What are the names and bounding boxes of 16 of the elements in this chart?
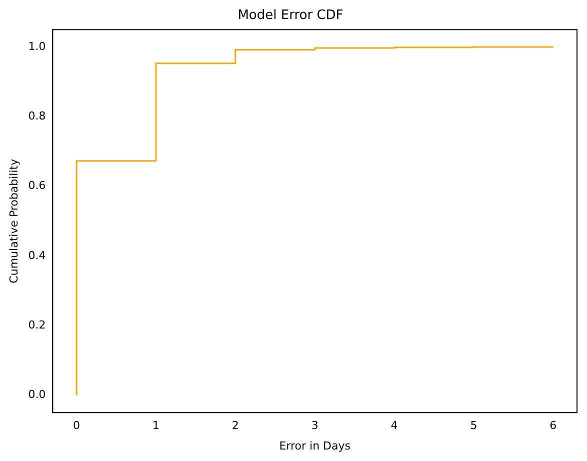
y-axis-title: Cumulative Probability bbox=[7, 158, 20, 284]
x-tick-label: 4 bbox=[390, 419, 398, 432]
y-tick-label: 0.4 bbox=[28, 248, 46, 262]
x-tick-label: 6 bbox=[550, 419, 557, 432]
x-tick-label: 0 bbox=[73, 419, 80, 432]
y-tick-label: 0.6 bbox=[28, 179, 46, 192]
x-tick-label: 1 bbox=[152, 419, 160, 432]
y-tick-label: 0.8 bbox=[28, 110, 46, 123]
y-tick-label: 1.0 bbox=[28, 40, 46, 53]
chart-title: Model Error CDF bbox=[238, 8, 344, 24]
y-tick-label: 0.2 bbox=[28, 318, 46, 332]
x-tick-label: 2 bbox=[232, 419, 239, 432]
x-tick-label: 3 bbox=[311, 419, 318, 432]
y-tick-label: 0.0 bbox=[28, 388, 46, 402]
x-axis-title: Error in Days bbox=[279, 439, 351, 452]
x-tick-label: 5 bbox=[470, 419, 478, 432]
